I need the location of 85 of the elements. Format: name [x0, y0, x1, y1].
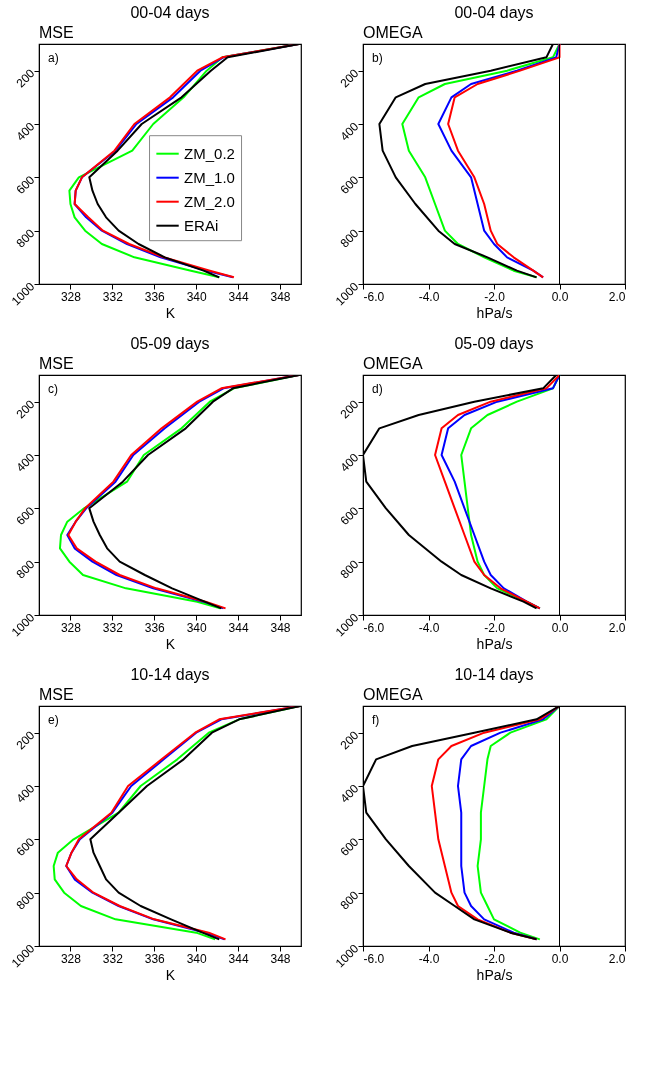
- y-tick-label: 600: [13, 503, 38, 528]
- y-tick-label: 400: [13, 450, 38, 475]
- x-tick-label: 328: [60, 951, 82, 966]
- y-tick-label: 800: [337, 887, 362, 913]
- annotation: b): [372, 51, 383, 65]
- chart-title: 05-09 days: [454, 335, 534, 352]
- x-tick-label: -2.0: [484, 289, 506, 304]
- legend-label: ZM_0.2: [184, 144, 235, 162]
- x-tick-label: 328: [60, 289, 82, 304]
- x-tick-label: -4.0: [418, 620, 440, 635]
- annotation: f): [372, 713, 380, 727]
- x-axis-title: hPa/s: [476, 966, 513, 983]
- x-tick-label: -2.0: [484, 951, 506, 966]
- y-tick-label: 800: [13, 225, 38, 251]
- chart-title: 05-09 days: [130, 335, 210, 352]
- y-tick-label: 200: [337, 727, 362, 753]
- text: MSE: [39, 355, 74, 372]
- y-tick-label: 400: [337, 119, 362, 144]
- x-tick-label: -6.0: [363, 289, 385, 304]
- y-tick-label: 400: [13, 119, 38, 144]
- x-tick-label: 348: [270, 951, 291, 966]
- legend-label: ERAi: [184, 216, 219, 234]
- y-tick-label: 800: [337, 225, 362, 251]
- y-tick-label: 200: [337, 396, 362, 422]
- x-tick-label: 0.0: [551, 289, 569, 304]
- y-tick-label: 600: [13, 834, 38, 859]
- text: MSE: [39, 24, 74, 41]
- y-tick-label: 800: [13, 887, 38, 913]
- x-tick-label: -6.0: [363, 620, 385, 635]
- y-tick-label: 400: [337, 450, 362, 475]
- chart-title: 00-04 days: [454, 4, 534, 21]
- chart-title: 10-14 days: [454, 666, 534, 683]
- x-tick-label: 332: [102, 620, 124, 635]
- x-tick-label: -4.0: [418, 289, 440, 304]
- y-tick-label: 400: [337, 781, 362, 806]
- x-tick-label: 332: [102, 289, 124, 304]
- y-tick-label: 800: [13, 556, 38, 582]
- annotation: d): [372, 382, 383, 396]
- y-tick-label: 200: [13, 396, 38, 422]
- y-tick-label: 600: [337, 172, 362, 197]
- x-tick-label: 340: [186, 951, 208, 966]
- y-tick-label: 200: [13, 727, 38, 753]
- chart-title: 00-04 days: [130, 4, 210, 21]
- x-tick-label: 340: [186, 289, 208, 304]
- x-tick-label: 332: [102, 951, 124, 966]
- y-tick-label: 600: [337, 503, 362, 528]
- x-tick-label: -6.0: [363, 951, 385, 966]
- text: OMEGA: [363, 355, 423, 372]
- annotation: a): [48, 51, 59, 65]
- y-tick-label: 800: [337, 556, 362, 582]
- annotation: c): [48, 382, 58, 396]
- legend-label: ZM_1.0: [184, 168, 235, 186]
- x-tick-label: -2.0: [484, 620, 506, 635]
- x-tick-label: 336: [144, 951, 166, 966]
- y-tick-label: 600: [337, 834, 362, 859]
- x-axis-title: hPa/s: [476, 304, 513, 321]
- y-tick-label: 200: [337, 65, 362, 91]
- x-tick-label: 344: [228, 289, 249, 304]
- text: OMEGA: [363, 686, 423, 703]
- x-axis-title: K: [165, 304, 176, 321]
- x-tick-label: 336: [144, 620, 166, 635]
- x-tick-label: 2.0: [608, 951, 626, 966]
- x-axis-title: hPa/s: [476, 635, 513, 652]
- x-tick-label: 348: [270, 289, 291, 304]
- x-axis-title: K: [165, 635, 176, 652]
- x-tick-label: 0.0: [551, 951, 569, 966]
- x-tick-label: 0.0: [551, 620, 569, 635]
- x-axis-title: K: [165, 966, 176, 983]
- x-tick-label: 344: [228, 620, 249, 635]
- text: OMEGA: [363, 24, 423, 41]
- x-tick-label: 2.0: [608, 620, 626, 635]
- legend-label: ZM_2.0: [184, 192, 235, 210]
- x-tick-label: 348: [270, 620, 291, 635]
- annotation: e): [48, 713, 59, 727]
- x-tick-label: -4.0: [418, 951, 440, 966]
- y-tick-label: 200: [13, 65, 38, 91]
- x-tick-label: 328: [60, 620, 82, 635]
- x-tick-label: 336: [144, 289, 166, 304]
- x-tick-label: 344: [228, 951, 249, 966]
- x-tick-label: 340: [186, 620, 208, 635]
- x-tick-label: 2.0: [608, 289, 626, 304]
- y-tick-label: 400: [13, 781, 38, 806]
- chart-title: 10-14 days: [130, 666, 210, 683]
- text: MSE: [39, 686, 74, 703]
- y-tick-label: 600: [13, 172, 38, 197]
